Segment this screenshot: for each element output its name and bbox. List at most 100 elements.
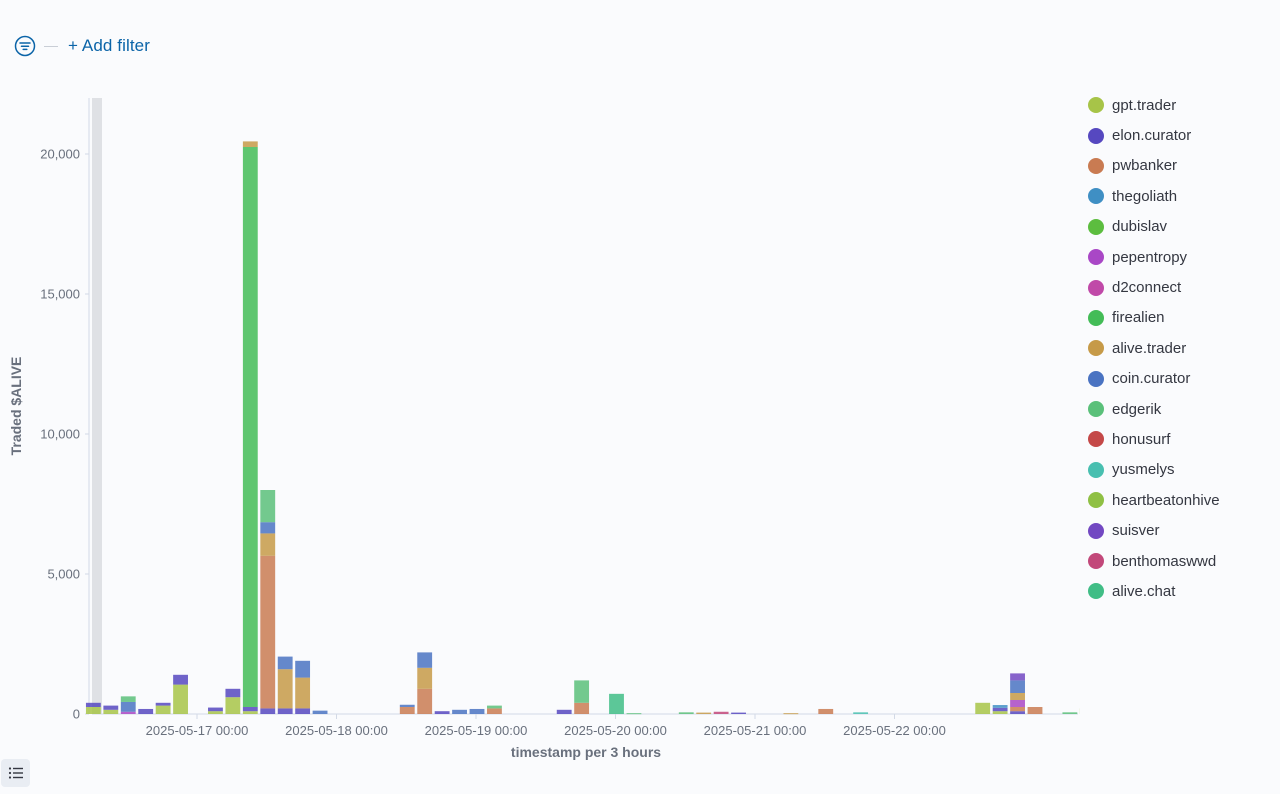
bar-segment[interactable] [225,697,240,714]
bar-segment[interactable] [260,490,275,522]
bar-segment[interactable] [243,711,258,714]
bar-segment[interactable] [1028,707,1043,714]
bar-segment[interactable] [121,702,136,712]
bar-stack[interactable] [627,713,642,714]
bar-stack[interactable] [173,675,188,714]
bar-segment[interactable] [1062,712,1077,714]
bar-stack[interactable] [86,703,101,714]
bar-segment[interactable] [400,705,415,707]
bar-segment[interactable] [557,710,572,714]
bar-segment[interactable] [243,147,258,707]
bar-segment[interactable] [696,713,711,714]
bar-segment[interactable] [243,141,258,147]
bar-segment[interactable] [295,708,310,714]
legend-item[interactable]: heartbeatonhive [1088,485,1220,515]
legend-item[interactable]: honusurf [1088,424,1220,454]
bar-stack[interactable] [400,705,415,714]
bar-stack[interactable] [609,694,624,714]
bar-segment[interactable] [679,712,694,714]
bar-stack[interactable] [313,711,328,714]
legend-item[interactable]: dubislav [1088,212,1220,242]
bar-segment[interactable] [627,713,642,714]
bar-stack[interactable] [156,703,171,714]
bar-segment[interactable] [487,706,502,709]
bar-segment[interactable] [609,694,624,714]
legend-item[interactable]: thegoliath [1088,181,1220,211]
bar-stack[interactable] [278,657,293,714]
bar-segment[interactable] [993,708,1008,711]
bar-segment[interactable] [714,712,729,714]
bar-segment[interactable] [417,652,432,667]
bar-segment[interactable] [103,710,118,714]
bar-segment[interactable] [417,668,432,689]
legend-item[interactable]: pepentropy [1088,242,1220,272]
bar-stack[interactable] [417,652,432,714]
bar-stack[interactable] [574,680,589,714]
bar-segment[interactable] [121,712,136,714]
bar-segment[interactable] [260,522,275,533]
brush-handle[interactable] [92,98,102,714]
bar-segment[interactable] [156,706,171,714]
bar-segment[interactable] [313,711,328,714]
bar-segment[interactable] [470,709,485,714]
bar-segment[interactable] [208,708,223,712]
legend-item[interactable]: alive.chat [1088,576,1220,606]
bar-segment[interactable] [225,689,240,697]
legend-item[interactable]: yusmelys [1088,455,1220,485]
bar-stack[interactable] [208,708,223,714]
bar-segment[interactable] [993,711,1008,714]
bar-segment[interactable] [1010,680,1025,693]
bar-segment[interactable] [243,707,258,711]
bar-segment[interactable] [1010,693,1025,700]
legend-item[interactable]: benthomaswwd [1088,546,1220,576]
legend-item[interactable]: d2connect [1088,272,1220,302]
bar-stack[interactable] [679,712,694,714]
bar-stack[interactable] [103,706,118,714]
bar-stack[interactable] [487,706,502,714]
bar-stack[interactable] [557,710,572,714]
bar-segment[interactable] [574,680,589,702]
bar-segment[interactable] [278,657,293,670]
bar-segment[interactable] [260,556,275,709]
bar-stack[interactable] [452,710,467,714]
bar-segment[interactable] [86,703,101,707]
bar-stack[interactable] [731,713,746,714]
bar-stack[interactable] [225,689,240,714]
bar-stack[interactable] [1028,707,1043,714]
bar-stack[interactable] [121,696,136,714]
bar-segment[interactable] [400,707,415,714]
legend-item[interactable]: edgerik [1088,394,1220,424]
bar-segment[interactable] [260,708,275,714]
bar-stack[interactable] [260,490,275,714]
bar-stack[interactable] [783,713,798,714]
legend-item[interactable]: suisver [1088,515,1220,545]
bar-segment[interactable] [853,712,868,714]
bar-segment[interactable] [818,709,833,714]
bar-segment[interactable] [1010,700,1025,707]
legend-item[interactable]: pwbanker [1088,151,1220,181]
bar-segment[interactable] [1010,707,1025,711]
bar-segment[interactable] [783,713,798,714]
bar-stack[interactable] [975,703,990,714]
bar-segment[interactable] [138,709,153,714]
bar-stack[interactable] [696,713,711,714]
bar-segment[interactable] [278,669,293,708]
bar-stack[interactable] [435,711,450,714]
bar-segment[interactable] [487,708,502,714]
bar-segment[interactable] [731,713,746,714]
bar-segment[interactable] [993,705,1008,708]
bar-stack[interactable] [993,705,1008,714]
legend-item[interactable]: elon.curator [1088,120,1220,150]
bar-segment[interactable] [260,533,275,555]
bar-segment[interactable] [208,711,223,714]
bar-stack[interactable] [853,712,868,714]
bar-segment[interactable] [975,703,990,714]
bar-stack[interactable] [243,141,258,714]
bar-segment[interactable] [103,706,118,710]
bar-segment[interactable] [1010,711,1025,714]
legend-item[interactable]: gpt.trader [1088,90,1220,120]
bar-segment[interactable] [435,711,450,714]
bar-segment[interactable] [173,675,188,685]
bar-stack[interactable] [1062,712,1077,714]
legend-item[interactable]: alive.trader [1088,333,1220,363]
